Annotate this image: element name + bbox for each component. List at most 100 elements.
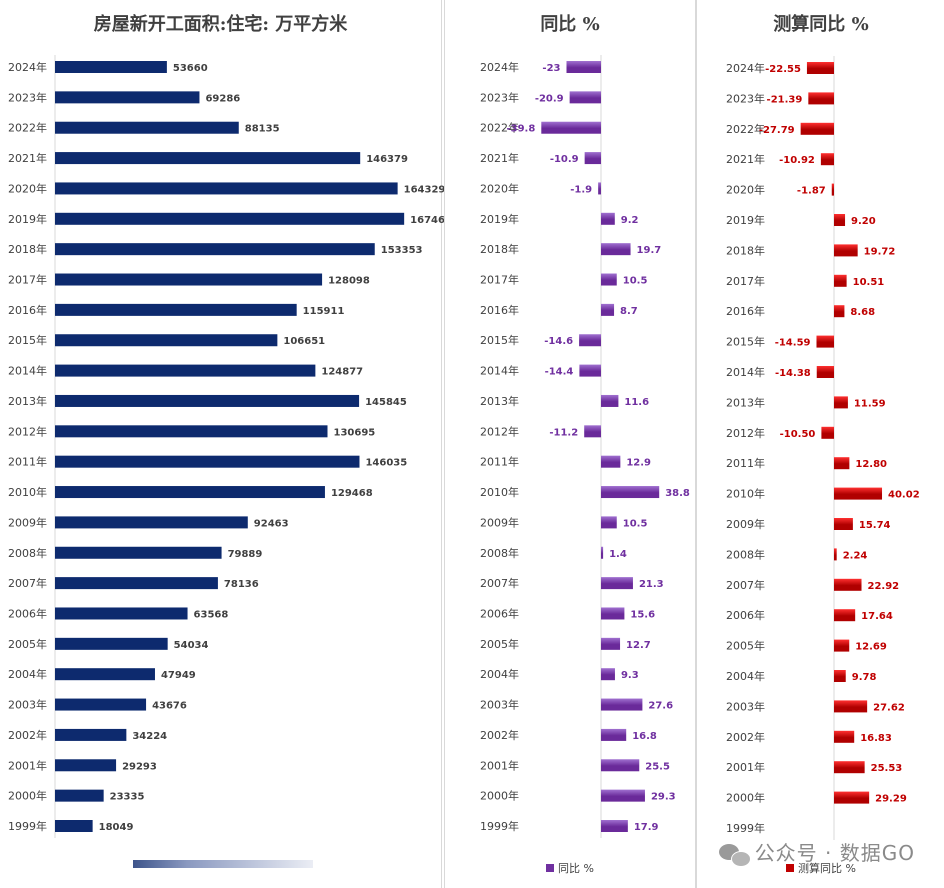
bar [55,121,239,134]
y-tick-label: 2019年 [480,212,519,226]
y-tick-label: 2022年 [8,121,47,135]
data-label: 38.8 [665,488,690,499]
y-tick-label: 2014年 [480,364,519,378]
data-label: 22.92 [868,581,900,592]
watermark: 公众号 · 数据GO [718,837,915,867]
chart-panel-yoy: 同比 % 2024年 -23 2023年 -20.9 2022年 -39.8 2021年 -1… [444,0,696,888]
bar [601,820,628,832]
data-label: 12.7 [626,640,651,651]
data-label: 40.02 [888,490,920,501]
y-tick-label: 2004年 [726,669,765,683]
bar [55,759,117,772]
y-tick-label: 2003年 [726,699,765,713]
y-tick-label: 2015年 [480,333,519,347]
bar [601,668,615,681]
data-label: 9.20 [851,216,876,227]
y-tick-label: 2002年 [8,728,47,742]
legend-yoy: 同比 % [445,860,695,876]
bar [55,91,200,104]
data-label: 69286 [205,93,240,104]
legend-label-yoy: 同比 % [558,862,594,875]
data-label: 128098 [328,276,370,287]
data-label: -22.55 [765,64,801,75]
data-label: 12.69 [855,642,887,653]
data-label: 19.72 [864,246,896,257]
bar [55,789,104,802]
y-tick-label: 2024年 [726,61,765,75]
y-tick-label: 2000年 [726,791,765,805]
bar [55,273,323,286]
data-label: -14.4 [545,367,574,378]
bar [834,578,862,591]
data-label: 25.53 [871,763,903,774]
data-label: 88135 [245,124,280,135]
data-label: 9.2 [621,215,639,226]
chart-yoy-svg: 2024年 -23 2023年 -20.9 2022年-39.8 2021年 -10.9 20… [480,55,690,838]
bar [834,214,846,226]
data-label: 16.83 [860,733,892,744]
bar [601,455,621,468]
bar [55,820,93,832]
data-label: -27.79 [759,125,795,136]
bar [579,364,601,377]
bar [601,303,615,316]
bar [566,61,601,73]
data-label: 47949 [161,670,196,681]
y-tick-label: 2011年 [480,455,519,469]
bar [834,305,845,318]
y-tick-label: 2013年 [8,394,47,408]
y-tick-label: 2023年 [726,91,765,105]
bar [816,335,834,348]
bar [601,516,617,529]
data-label: 8.68 [850,307,875,318]
chart-title-yoy: 同比 % [540,14,600,35]
bar [834,244,858,257]
bar [55,364,316,377]
data-label: 29293 [122,761,157,772]
data-label: 16.8 [632,731,657,742]
bar [541,121,601,134]
data-label: 2.24 [843,550,868,561]
y-tick-label: 2012年 [726,426,765,440]
y-tick-label: 2013年 [726,395,765,409]
data-label: 12.9 [626,458,651,469]
watermark-text: 公众号 · 数据GO [754,841,915,865]
data-label: 164329 [404,184,446,195]
bar [55,394,360,407]
bar [55,637,168,650]
chart-panel-area: 房屋新开工面积:住宅: 万平方米 2024年 53660 2023年 69286 202… [0,0,452,888]
bar [601,577,633,590]
y-tick-label: 2010年 [726,487,765,501]
data-label: 27.62 [873,702,905,713]
bar [834,457,850,470]
y-tick-label: 1999年 [480,819,519,833]
data-label: 15.74 [859,520,891,531]
data-label: 29.3 [651,792,676,803]
data-label: 27.6 [648,701,673,712]
y-tick-label: 2009年 [8,515,47,529]
data-label: 10.5 [623,518,648,529]
data-label: -1.9 [570,184,592,195]
y-tick-label: 2016年 [480,303,519,317]
bar [55,486,325,499]
bar [55,212,405,225]
bar [584,152,601,165]
bar [601,243,631,256]
bar [820,153,834,166]
y-tick-label: 2004年 [480,667,519,681]
data-label: 63568 [194,609,229,620]
bar [821,426,834,439]
bar [55,728,127,741]
y-tick-label: 2002年 [726,730,765,744]
data-label: 11.59 [854,398,886,409]
bar [601,759,640,772]
data-label: 146379 [366,154,408,165]
bar [834,396,848,409]
data-label: -14.38 [775,368,811,379]
y-tick-label: 2017年 [480,273,519,287]
legend-calc-yoy: 测算同比 % [697,860,944,876]
chart-area-svg: 2024年 53660 2023年 69286 2022年 88135 2021年 14637… [8,55,452,838]
bar [800,122,834,135]
y-tick-label: 2005年 [726,639,765,653]
data-label: -10.9 [550,154,579,165]
